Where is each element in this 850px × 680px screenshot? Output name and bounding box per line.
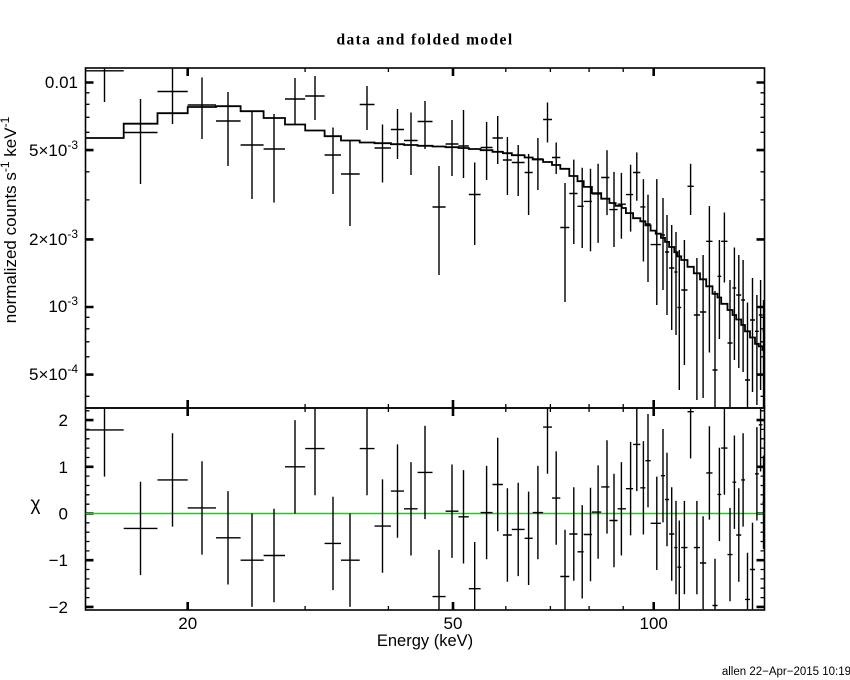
svg-text:5×10-4: 5×10-4 (29, 362, 78, 384)
svg-text:data and folded model: data and folded model (336, 32, 513, 49)
svg-text:0.01: 0.01 (45, 73, 78, 92)
svg-text:normalized counts s-1 keV-1: normalized counts s-1 keV-1 (0, 116, 20, 323)
svg-text:−1: −1 (49, 551, 68, 570)
svg-text:1: 1 (59, 458, 68, 477)
svg-text:Energy (keV): Energy (keV) (377, 632, 473, 650)
svg-text:0: 0 (59, 505, 68, 524)
svg-text:−2: −2 (49, 598, 68, 617)
svg-text:2×10-3: 2×10-3 (29, 227, 78, 249)
svg-text:50: 50 (444, 614, 463, 633)
svg-text:100: 100 (640, 614, 668, 633)
svg-text:2: 2 (59, 411, 68, 430)
svg-text:20: 20 (178, 614, 197, 633)
svg-text:allen 22−Apr−2015 10:19: allen 22−Apr−2015 10:19 (722, 666, 850, 678)
svg-text:χ: χ (31, 494, 41, 515)
svg-text:5×10-3: 5×10-3 (29, 138, 78, 160)
